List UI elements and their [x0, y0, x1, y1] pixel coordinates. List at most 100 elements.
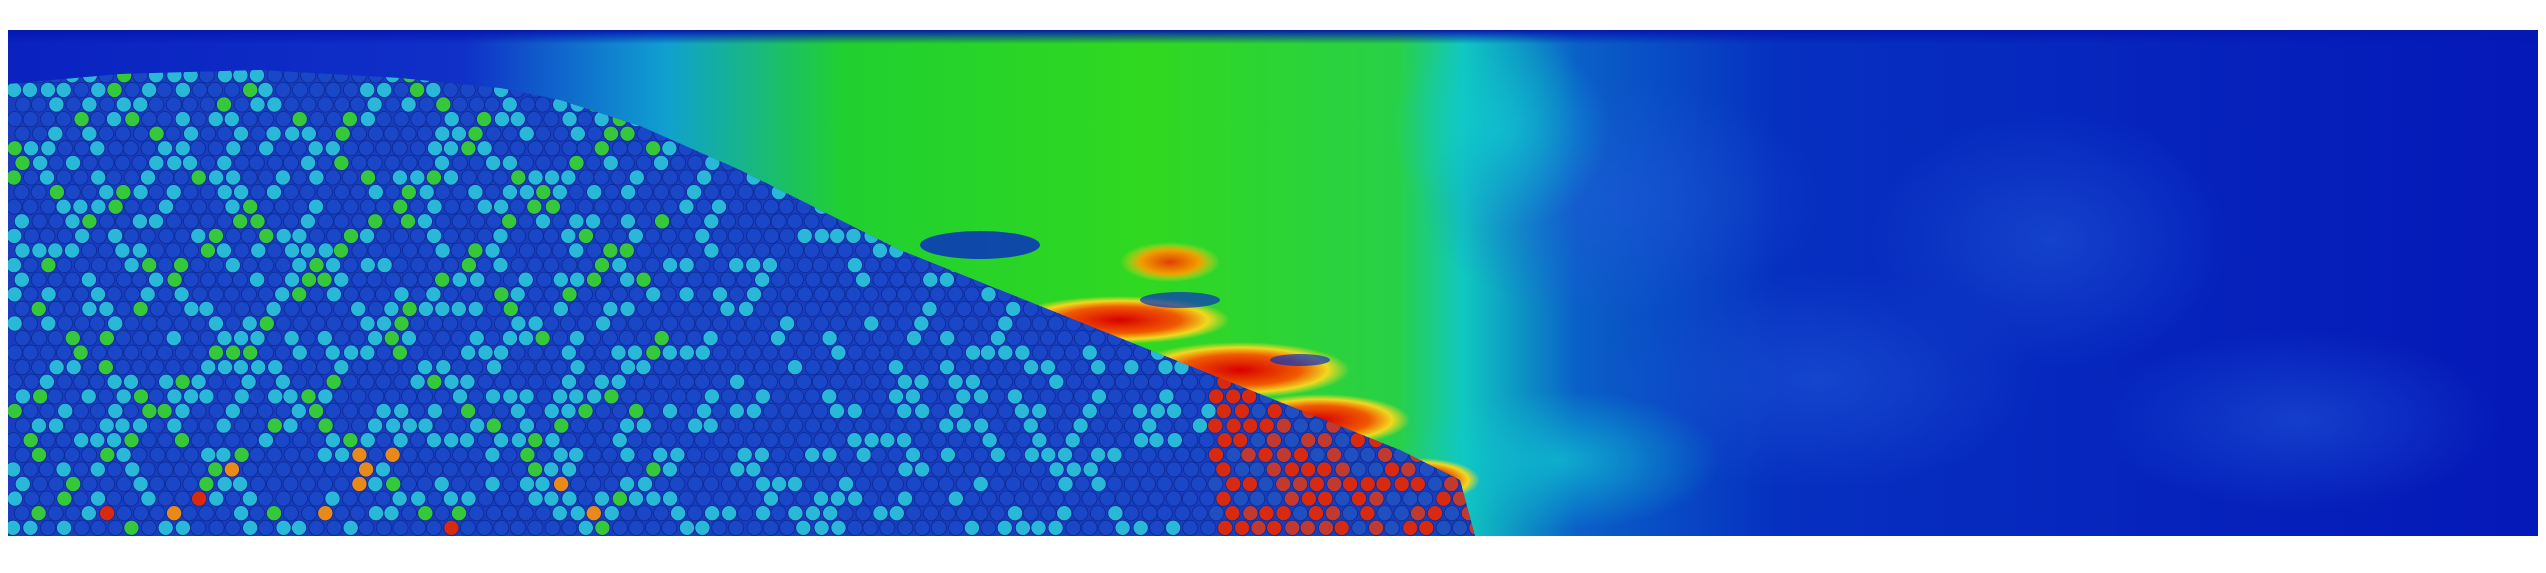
particle	[543, 315, 560, 332]
particle	[880, 315, 897, 332]
particle	[543, 402, 560, 419]
particle	[106, 461, 123, 478]
particle	[292, 81, 309, 98]
particle	[148, 388, 165, 405]
particle	[628, 519, 645, 536]
particle	[1376, 505, 1393, 522]
particle	[116, 475, 133, 492]
particle	[737, 475, 754, 492]
particle	[56, 257, 73, 274]
particle	[837, 242, 854, 259]
particle	[887, 475, 904, 492]
particle	[241, 315, 258, 332]
particle	[762, 461, 779, 478]
particle	[610, 344, 627, 361]
particle	[417, 330, 434, 347]
particle	[8, 227, 23, 244]
particle	[746, 373, 763, 390]
particle	[527, 169, 544, 186]
particle	[670, 417, 687, 434]
particle	[509, 198, 526, 215]
particle	[888, 388, 905, 405]
particle	[173, 169, 190, 186]
particle	[282, 359, 299, 376]
particle	[115, 300, 132, 317]
particle	[661, 461, 678, 478]
particle	[745, 402, 762, 419]
particle	[678, 373, 695, 390]
particle	[124, 286, 141, 303]
particle	[258, 344, 275, 361]
particle	[392, 227, 409, 244]
particle	[300, 388, 317, 405]
particle	[543, 111, 560, 128]
particle	[736, 271, 753, 288]
particle	[401, 505, 418, 522]
particle	[502, 125, 519, 142]
particle	[576, 286, 593, 303]
particle	[501, 213, 518, 230]
particle	[619, 213, 636, 230]
particle	[291, 461, 308, 478]
particle	[593, 461, 610, 478]
particle	[183, 446, 200, 463]
particle	[299, 446, 316, 463]
particle	[611, 227, 628, 244]
particle	[291, 140, 308, 157]
particle	[1090, 505, 1107, 522]
particle	[996, 461, 1013, 478]
particle	[560, 344, 577, 361]
particle	[694, 344, 711, 361]
particle	[687, 154, 704, 171]
particle	[383, 125, 400, 142]
particle	[72, 402, 89, 419]
particle	[602, 300, 619, 317]
particle	[1427, 475, 1444, 492]
particle	[341, 111, 358, 128]
particle	[1266, 519, 1283, 536]
particle	[385, 271, 402, 288]
particle	[368, 300, 385, 317]
particle	[248, 70, 265, 84]
particle	[652, 271, 669, 288]
particle	[22, 169, 39, 186]
particle	[1333, 519, 1350, 536]
particle	[149, 446, 166, 463]
particle	[484, 475, 501, 492]
particle	[1258, 417, 1275, 434]
particle	[8, 402, 23, 419]
particle	[627, 315, 644, 332]
particle	[333, 213, 350, 230]
particle	[1435, 490, 1452, 507]
particle	[115, 184, 132, 201]
particle	[644, 402, 661, 419]
particle	[215, 242, 232, 259]
particle	[535, 505, 552, 522]
particle	[627, 257, 644, 274]
particle	[375, 344, 392, 361]
particle	[342, 461, 359, 478]
particle	[250, 359, 267, 376]
particle	[669, 184, 686, 201]
particle	[543, 257, 560, 274]
particle	[190, 461, 207, 478]
particle	[23, 490, 40, 507]
particle	[855, 271, 872, 288]
particle	[712, 315, 729, 332]
particle	[400, 475, 417, 492]
particle	[552, 154, 569, 171]
particle	[139, 227, 156, 244]
particle	[1393, 475, 1410, 492]
particle	[519, 359, 536, 376]
particle	[80, 417, 97, 434]
particle	[1300, 432, 1317, 449]
particle	[32, 125, 49, 142]
particle	[821, 271, 838, 288]
particle	[737, 184, 754, 201]
particle	[955, 417, 972, 434]
particle	[1402, 490, 1419, 507]
particle	[451, 154, 468, 171]
particle	[534, 330, 551, 347]
particle	[426, 140, 443, 157]
particle	[182, 330, 199, 347]
